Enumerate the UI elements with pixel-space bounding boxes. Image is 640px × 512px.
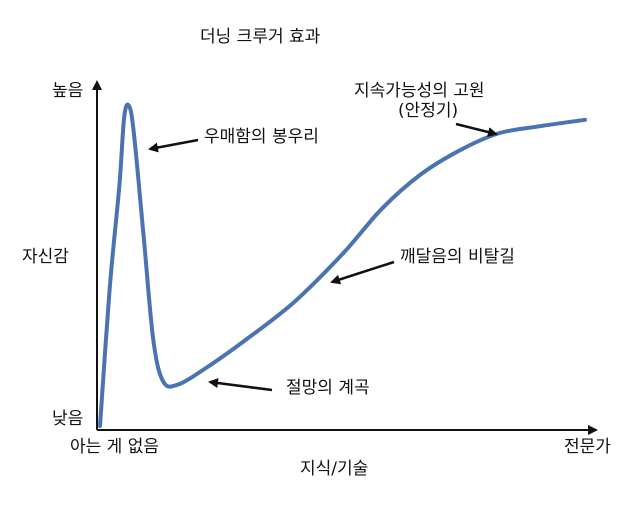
annotation-slope-arrow [330,260,395,285]
annotation-valley-arrow [208,378,273,392]
annotation-slope-label: 깨달음의 비탈길 [400,247,515,267]
annotation-valley: 절망의 계곡 [208,378,370,398]
x-tick-start: 아는 게 없음 [70,437,159,457]
x-tick-end: 전문가 [564,437,611,457]
annotation-peak: 우매함의 봉우리 [148,127,319,153]
annotation-plateau-label: 지속가능성의 고원 [354,81,485,101]
confidence-curve [98,102,587,428]
annotation-peak-arrow [148,138,199,153]
chart-title: 더닝 크루거 효과 [200,27,321,47]
annotation-peak-label: 우매함의 봉우리 [204,127,319,147]
annotation-plateau: 지속가능성의 고원 (안정기) [354,81,498,137]
y-axis-label: 자신감 [22,247,69,267]
annotation-slope: 깨달음의 비탈길 [330,247,515,285]
annotation-plateau-arrow [455,122,498,137]
y-tick-high: 높음 [52,81,83,101]
x-axis-label: 지식/기술 [300,459,368,479]
annotation-plateau-sublabel: (안정기) [398,101,458,121]
y-tick-low: 낮음 [52,409,83,429]
annotation-valley-label: 절망의 계곡 [286,378,370,398]
